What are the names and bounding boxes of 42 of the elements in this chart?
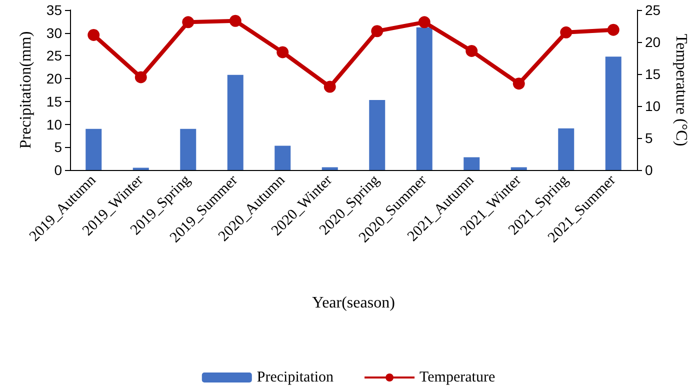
point [512,78,525,90]
point [371,25,384,38]
y-tick-label: 0 [54,162,62,178]
bar [464,157,480,170]
point [607,24,620,36]
legend-label: Precipitation [256,370,334,386]
y-tick-label: 20 [46,70,62,87]
point [182,16,194,28]
point [88,28,100,41]
y-axis-title: Precipitation(mm) [18,31,34,149]
bar [180,128,196,170]
y-tick-label: 10 [46,116,62,132]
bar [558,128,574,170]
y-tick-label: 25 [46,48,62,64]
y2-tick-label: 10 [645,98,661,114]
y2-tick-label: 25 [645,2,661,18]
point [229,14,242,27]
bar [227,74,244,170]
point [560,26,572,38]
point [418,16,430,28]
y2-tick-label: 0 [645,162,653,178]
x-axis-title: Year(season) [312,294,395,312]
y-tick-label: 15 [46,93,62,110]
point [466,44,478,57]
y-tick-label: 5 [54,139,62,156]
point [276,46,289,58]
bar [274,146,291,170]
point [324,80,336,93]
bar [605,56,622,170]
bar [510,167,527,170]
legend-label: Temperature [420,370,496,386]
y2-tick-label: 5 [645,130,653,146]
point [134,71,147,84]
bar [322,167,338,170]
bar [416,27,432,170]
y-tick-label: 35 [46,2,62,18]
bar [369,100,386,170]
y2-axis-title: Temperature (°C) [672,34,690,146]
y2-tick-label: 20 [645,34,661,50]
y-tick-label: 30 [46,24,62,41]
bar [86,128,102,170]
y2-tick-label: 15 [645,66,661,82]
